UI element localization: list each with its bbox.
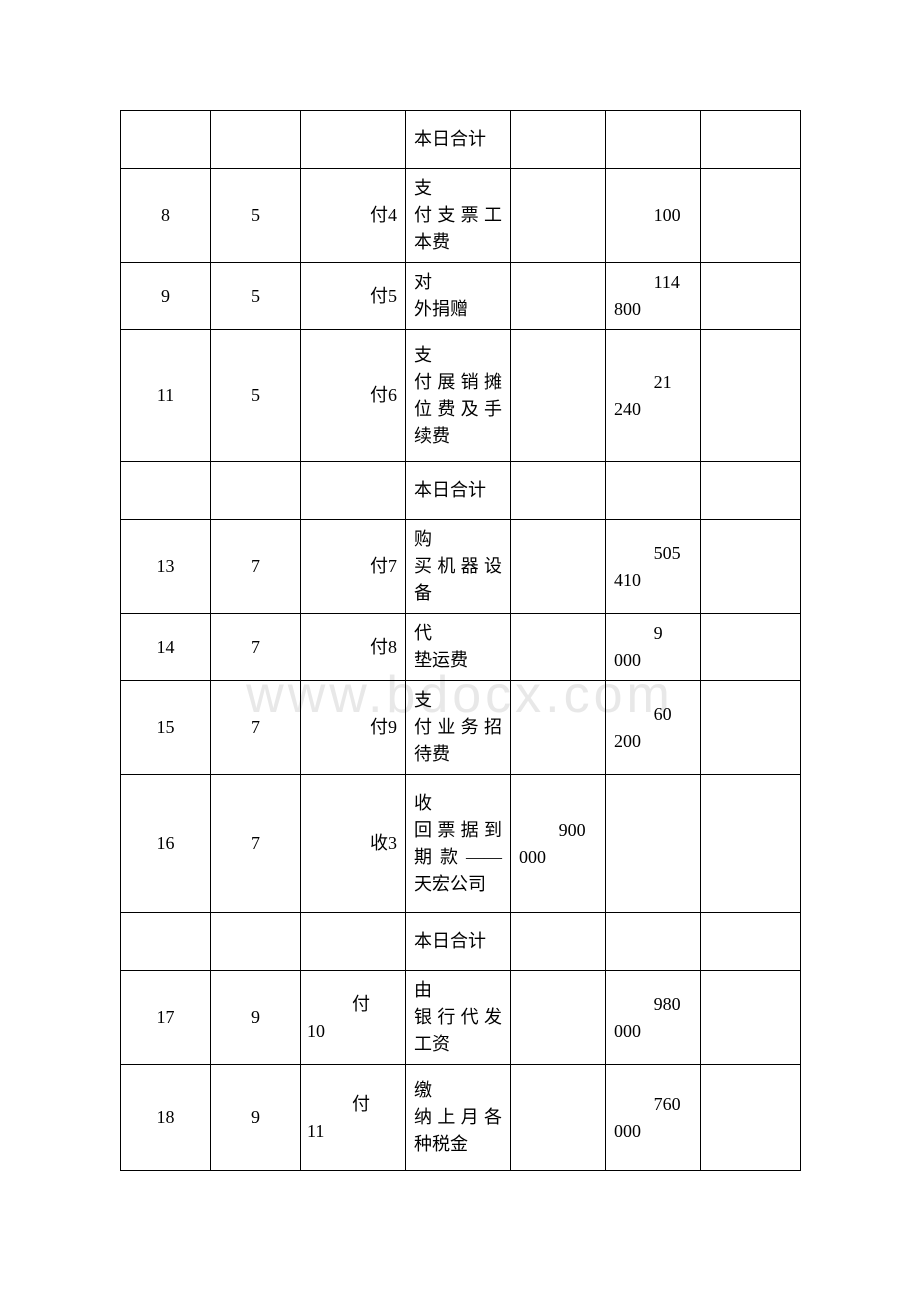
cell-day: 7 — [211, 614, 301, 681]
cell-credit: 505410 — [606, 520, 701, 614]
ledger-tbody: 本日合计 8 5 付4 支付支票工本费 100 9 5 付5 对外捐赠 — [121, 111, 801, 1171]
cell-seq: 8 — [121, 169, 211, 263]
table-row: 16 7 收3 收回票据到期款——天宏公司 900000 — [121, 775, 801, 913]
cell-voucher — [301, 462, 406, 520]
cell-debit — [511, 971, 606, 1065]
cell-voucher: 付10 — [301, 971, 406, 1065]
cell-debit — [511, 111, 606, 169]
cell-debit — [511, 462, 606, 520]
table-row: 15 7 付9 支付业务招待费 60200 — [121, 681, 801, 775]
table-row: 18 9 付11 缴纳上月各种税金 760000 — [121, 1065, 801, 1171]
cell-day: 7 — [211, 681, 301, 775]
cell-credit: 9000 — [606, 614, 701, 681]
cell-debit — [511, 520, 606, 614]
cell-balance — [701, 913, 801, 971]
cell-balance — [701, 681, 801, 775]
cell-balance — [701, 462, 801, 520]
cell-debit — [511, 681, 606, 775]
cell-voucher: 收3 — [301, 775, 406, 913]
table-row: 13 7 付7 购买机器设备 505410 — [121, 520, 801, 614]
cell-day: 9 — [211, 971, 301, 1065]
cell-debit — [511, 913, 606, 971]
ledger-table-container: 本日合计 8 5 付4 支付支票工本费 100 9 5 付5 对外捐赠 — [120, 110, 800, 1171]
cell-voucher: 付11 — [301, 1065, 406, 1171]
table-row: 9 5 付5 对外捐赠 114800 — [121, 263, 801, 330]
cell-debit — [511, 169, 606, 263]
cell-day: 5 — [211, 330, 301, 462]
table-row: 11 5 付6 支付展销摊位费及手续费 21240 — [121, 330, 801, 462]
cell-seq — [121, 462, 211, 520]
table-row: 8 5 付4 支付支票工本费 100 — [121, 169, 801, 263]
cell-seq — [121, 913, 211, 971]
cell-seq: 13 — [121, 520, 211, 614]
cell-day — [211, 111, 301, 169]
cell-seq: 16 — [121, 775, 211, 913]
cell-voucher: 付8 — [301, 614, 406, 681]
cell-credit: 21240 — [606, 330, 701, 462]
cell-day — [211, 913, 301, 971]
table-row: 14 7 付8 代垫运费 9000 — [121, 614, 801, 681]
cell-desc: 购买机器设备 — [406, 520, 511, 614]
table-row: 本日合计 — [121, 462, 801, 520]
cell-seq: 18 — [121, 1065, 211, 1171]
cell-balance — [701, 520, 801, 614]
ledger-table: 本日合计 8 5 付4 支付支票工本费 100 9 5 付5 对外捐赠 — [120, 110, 801, 1171]
cell-credit: 100 — [606, 169, 701, 263]
cell-credit: 60200 — [606, 681, 701, 775]
cell-credit — [606, 462, 701, 520]
cell-voucher: 付9 — [301, 681, 406, 775]
cell-seq — [121, 111, 211, 169]
cell-balance — [701, 111, 801, 169]
table-row: 17 9 付10 由银行代发工资 980000 — [121, 971, 801, 1065]
cell-balance — [701, 263, 801, 330]
cell-seq: 9 — [121, 263, 211, 330]
cell-voucher — [301, 111, 406, 169]
cell-voucher: 付7 — [301, 520, 406, 614]
cell-voucher: 付4 — [301, 169, 406, 263]
table-row: 本日合计 — [121, 111, 801, 169]
cell-balance — [701, 1065, 801, 1171]
cell-debit — [511, 1065, 606, 1171]
cell-debit — [511, 614, 606, 681]
cell-seq: 14 — [121, 614, 211, 681]
cell-day: 5 — [211, 169, 301, 263]
cell-credit — [606, 913, 701, 971]
cell-seq: 15 — [121, 681, 211, 775]
cell-credit: 760000 — [606, 1065, 701, 1171]
cell-desc: 本日合计 — [406, 462, 511, 520]
cell-credit — [606, 775, 701, 913]
cell-debit — [511, 263, 606, 330]
cell-debit: 900000 — [511, 775, 606, 913]
cell-day: 7 — [211, 775, 301, 913]
cell-balance — [701, 614, 801, 681]
cell-day: 9 — [211, 1065, 301, 1171]
table-row: 本日合计 — [121, 913, 801, 971]
cell-desc: 代垫运费 — [406, 614, 511, 681]
cell-balance — [701, 169, 801, 263]
cell-desc: 支付支票工本费 — [406, 169, 511, 263]
cell-credit — [606, 111, 701, 169]
cell-voucher — [301, 913, 406, 971]
cell-day — [211, 462, 301, 520]
cell-balance — [701, 971, 801, 1065]
cell-balance — [701, 775, 801, 913]
cell-day: 7 — [211, 520, 301, 614]
cell-desc: 收回票据到期款——天宏公司 — [406, 775, 511, 913]
cell-desc: 本日合计 — [406, 913, 511, 971]
cell-voucher: 付5 — [301, 263, 406, 330]
cell-seq: 17 — [121, 971, 211, 1065]
cell-desc: 由银行代发工资 — [406, 971, 511, 1065]
cell-voucher: 付6 — [301, 330, 406, 462]
cell-credit: 980000 — [606, 971, 701, 1065]
cell-debit — [511, 330, 606, 462]
cell-desc: 本日合计 — [406, 111, 511, 169]
cell-desc: 对外捐赠 — [406, 263, 511, 330]
cell-desc: 缴纳上月各种税金 — [406, 1065, 511, 1171]
cell-desc: 支付展销摊位费及手续费 — [406, 330, 511, 462]
cell-day: 5 — [211, 263, 301, 330]
cell-desc: 支付业务招待费 — [406, 681, 511, 775]
cell-seq: 11 — [121, 330, 211, 462]
cell-balance — [701, 330, 801, 462]
cell-credit: 114800 — [606, 263, 701, 330]
